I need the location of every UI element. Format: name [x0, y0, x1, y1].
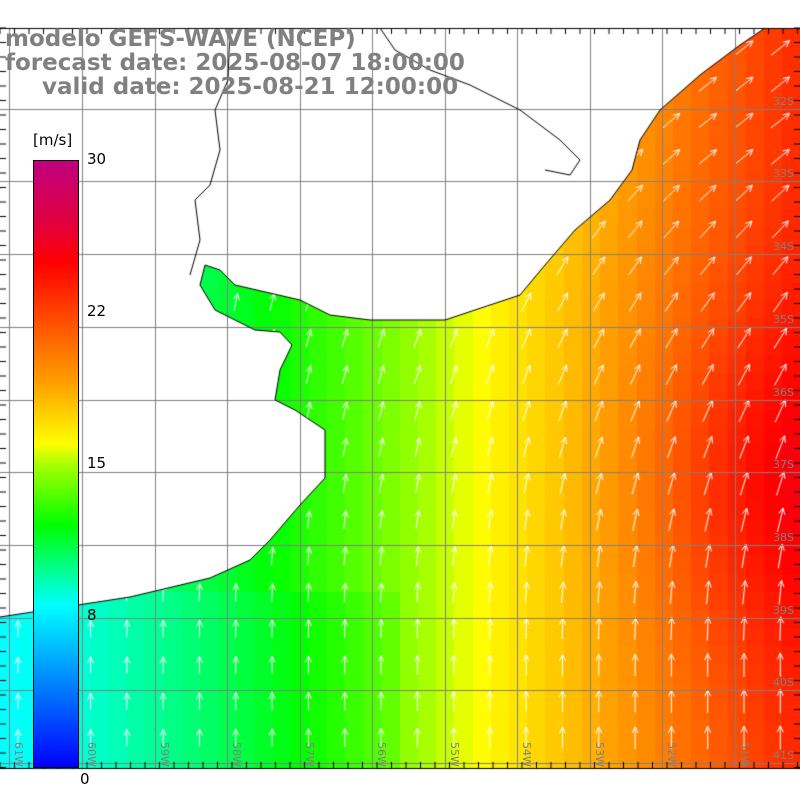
longitude-label: 58W	[230, 742, 243, 767]
longitude-label: 55W	[448, 742, 461, 767]
colorbar-tick: 8	[87, 606, 97, 624]
longitude-label: 51W	[738, 742, 751, 767]
colorbar-tick: 0	[80, 770, 90, 788]
latitude-label: 40S	[773, 676, 794, 689]
latitude-label: 39S	[773, 604, 794, 617]
longitude-label: 61W	[12, 742, 25, 767]
longitude-label: 56W	[375, 742, 388, 767]
colorbar-unit: [m/s]	[33, 131, 73, 149]
latitude-label: 38S	[773, 531, 794, 544]
latitude-label: 36S	[773, 386, 794, 399]
longitude-label: 60W	[85, 742, 98, 767]
colorbar	[33, 160, 79, 768]
longitude-label: 54W	[520, 742, 533, 767]
longitude-label: 52W	[665, 742, 678, 767]
longitude-label: 57W	[303, 742, 316, 767]
model-title: modelo GEFS-WAVE (NCEP)	[5, 26, 356, 52]
longitude-label: 59W	[158, 742, 171, 767]
latitude-label: 35S	[773, 313, 794, 326]
latitude-label: 32S	[773, 95, 794, 108]
forecast-date: forecast date: 2025-08-07 18:00:00	[5, 50, 465, 76]
colorbar-tick: 22	[87, 302, 107, 320]
latitude-label: 33S	[773, 167, 794, 180]
latitude-label: 34S	[773, 240, 794, 253]
valid-date: valid date: 2025-08-21 12:00:00	[42, 74, 459, 100]
longitude-label: 53W	[593, 742, 606, 767]
latitude-label: 37S	[773, 458, 794, 471]
latitude-label: 41S	[773, 749, 794, 762]
colorbar-tick: 15	[87, 454, 107, 472]
colorbar-tick: 30	[87, 150, 107, 168]
